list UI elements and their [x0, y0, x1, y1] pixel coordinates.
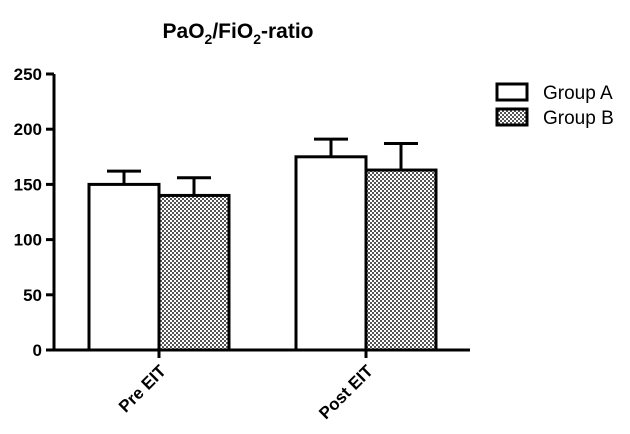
x-category-label: Pre EIT: [115, 361, 170, 416]
y-tick-label: 250: [14, 65, 42, 84]
bar-group-a-pre-eit: [87, 182, 161, 352]
y-tick-label: 200: [14, 120, 42, 139]
bar-group-b-post-eit: [364, 168, 438, 352]
y-tick-label: 0: [33, 341, 42, 360]
y-tick-label: 100: [14, 231, 42, 250]
chart-title: PaO2/FiO2-ratio: [163, 20, 314, 47]
bars-layer: [87, 137, 438, 352]
legend: Group A Group B: [495, 82, 614, 129]
y-tick-label: 50: [23, 286, 42, 305]
x-category-label: Post EIT: [315, 361, 377, 423]
legend-swatch: [495, 107, 529, 127]
legend-label: Group B: [543, 108, 614, 129]
bar-group-a-post-eit: [294, 155, 368, 352]
bar-group-b-pre-eit: [157, 193, 231, 352]
legend-label: Group A: [543, 83, 613, 104]
legend-swatch: [495, 82, 529, 102]
y-tick-label: 150: [14, 175, 42, 194]
